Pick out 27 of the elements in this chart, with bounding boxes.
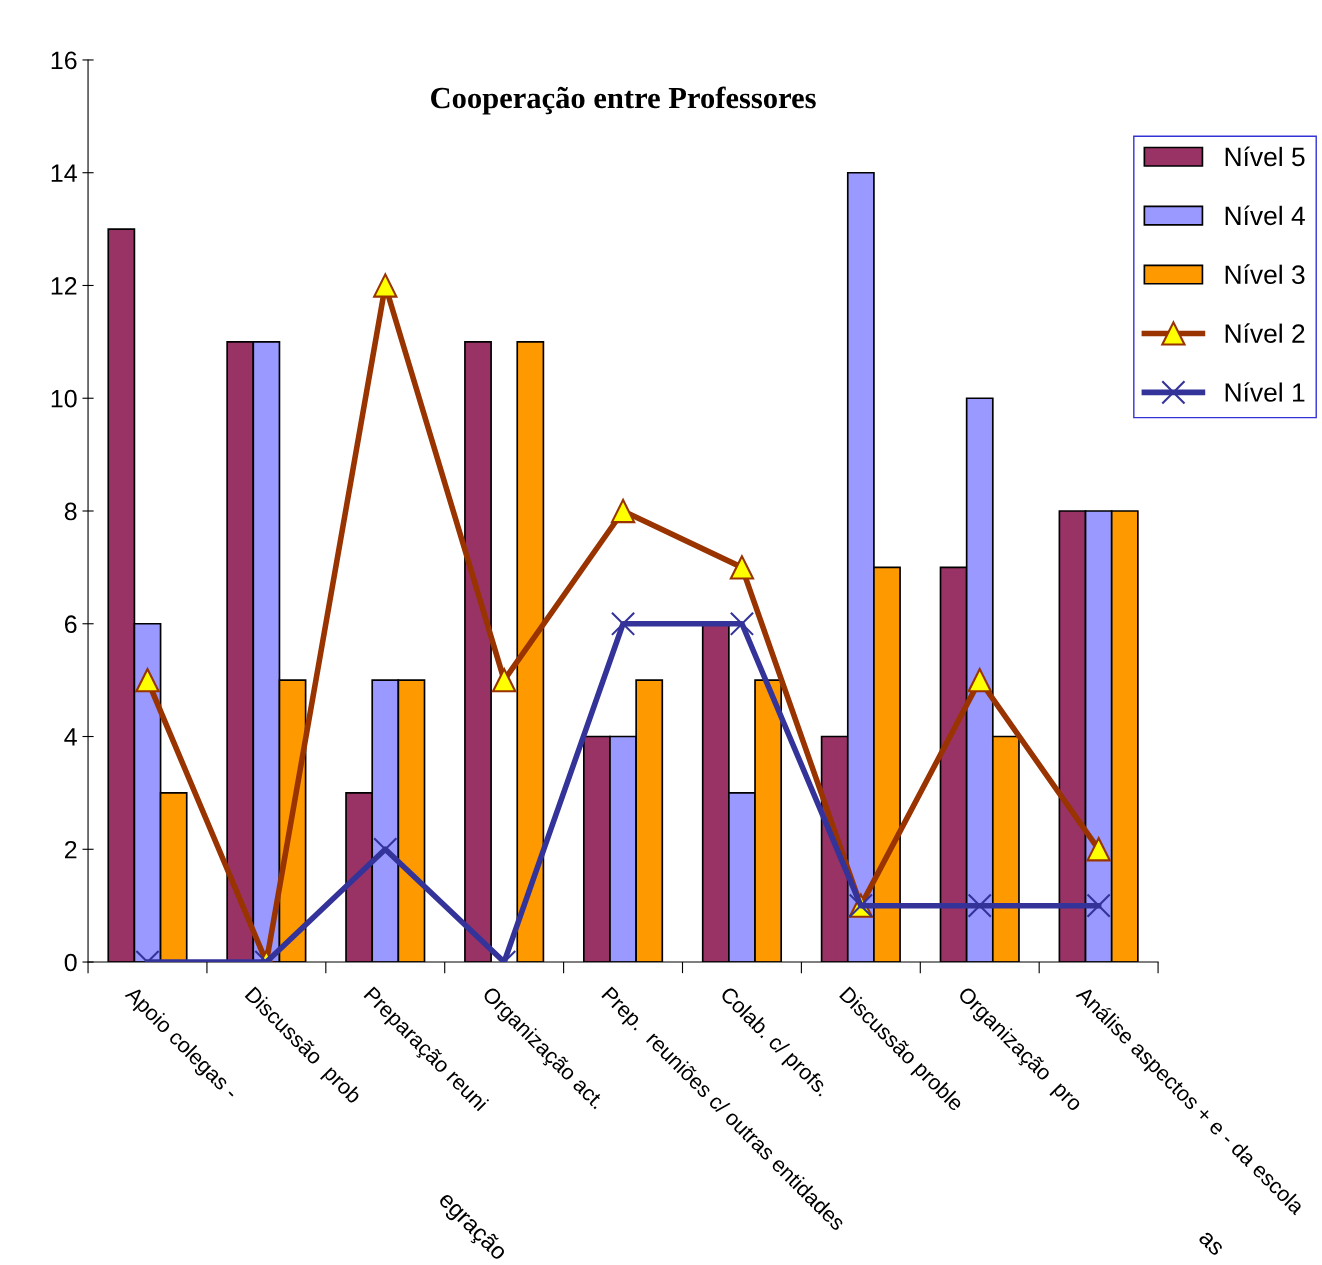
legend-label: Nível 1 — [1225, 382, 1305, 402]
y-tick-label: 16 — [51, 51, 77, 70]
legend-label: Nível 5 — [1225, 146, 1305, 167]
point — [729, 611, 755, 636]
point — [967, 667, 992, 693]
y-tick-label: 6 — [65, 615, 77, 634]
legend-label: Nível 4 — [1225, 205, 1305, 226]
y-tick-label: 2 — [64, 840, 77, 859]
legend-label: Nível 2 — [1225, 323, 1305, 343]
point — [1086, 893, 1111, 918]
point — [610, 611, 636, 636]
y-tick-label: 8 — [64, 502, 77, 521]
y-tick-label: 12 — [51, 277, 77, 295]
point — [492, 667, 517, 693]
point — [373, 273, 398, 298]
text: as — [1198, 1230, 1224, 1257]
point — [135, 667, 160, 693]
point — [967, 893, 992, 918]
y-tick-label: 14 — [51, 164, 77, 182]
text: Cooperação entre Professores — [431, 86, 816, 115]
y-tick-label: 4 — [64, 728, 77, 746]
legend-label: Nível 3 — [1225, 264, 1305, 285]
y-tick-label: 0 — [64, 953, 77, 972]
point — [729, 555, 755, 580]
y-tick-label: 10 — [51, 389, 77, 408]
point — [1086, 837, 1111, 862]
point — [610, 498, 636, 524]
